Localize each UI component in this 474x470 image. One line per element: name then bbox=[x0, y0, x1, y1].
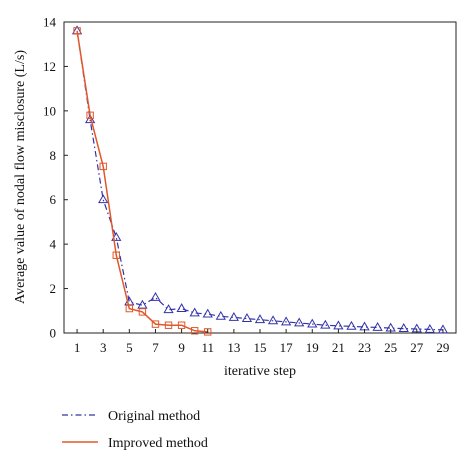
x-tick-label: 11 bbox=[201, 340, 214, 355]
data-point-original-method bbox=[176, 303, 187, 312]
y-tick-label: 2 bbox=[50, 281, 57, 296]
x-tick-label: 23 bbox=[358, 340, 371, 355]
data-point-original-method bbox=[333, 320, 344, 330]
x-tick-label: 15 bbox=[254, 340, 267, 355]
data-point-original-method bbox=[346, 320, 357, 330]
x-tick-label: 29 bbox=[436, 340, 449, 355]
data-point-original-method bbox=[307, 318, 318, 328]
data-point-improved-method bbox=[204, 328, 212, 336]
data-point-original-method bbox=[294, 317, 305, 327]
y-tick-label: 12 bbox=[43, 59, 56, 74]
y-tick-label: 10 bbox=[43, 103, 56, 118]
data-point-improved-method bbox=[177, 321, 186, 329]
x-tick-label: 27 bbox=[410, 340, 424, 355]
plot-area bbox=[71, 25, 449, 336]
data-point-improved-method bbox=[138, 308, 147, 316]
data-point-original-method bbox=[202, 308, 213, 318]
y-tick-label: 0 bbox=[50, 326, 57, 341]
data-point-original-method bbox=[163, 304, 174, 314]
data-point-original-method bbox=[137, 299, 148, 309]
data-point-original-method bbox=[424, 323, 436, 333]
data-point-original-method bbox=[359, 321, 370, 331]
data-point-improved-method bbox=[86, 111, 94, 119]
x-axis-title: iterative step bbox=[224, 364, 296, 379]
y-tick-label: 8 bbox=[50, 148, 57, 163]
data-point-original-method bbox=[320, 319, 331, 329]
data-point-original-method bbox=[398, 323, 409, 332]
data-point-original-method bbox=[280, 316, 292, 326]
x-tick-label: 13 bbox=[227, 340, 240, 355]
data-point-original-method bbox=[254, 314, 266, 324]
x-tick-label: 5 bbox=[126, 340, 133, 355]
series-line-improved-method bbox=[76, 30, 208, 333]
y-tick-label: 4 bbox=[50, 237, 57, 252]
data-point-original-method bbox=[150, 291, 161, 301]
data-point-original-method bbox=[189, 307, 200, 317]
data-point-original-method bbox=[372, 321, 383, 331]
plot-frame bbox=[63, 21, 457, 334]
data-point-improved-method bbox=[151, 320, 160, 328]
y-tick-label: 14 bbox=[43, 15, 57, 30]
x-tick-label: 19 bbox=[306, 340, 319, 355]
data-point-improved-method bbox=[112, 251, 120, 259]
data-point-original-method bbox=[215, 310, 226, 320]
x-tick-label: 1 bbox=[74, 340, 81, 355]
data-point-improved-method bbox=[73, 27, 81, 35]
x-tick-label: 9 bbox=[178, 340, 185, 355]
legend-label-improved: Improved method bbox=[108, 436, 208, 451]
x-tick-label: 7 bbox=[152, 340, 159, 355]
data-point-improved-method bbox=[164, 321, 173, 329]
data-point-original-method bbox=[228, 311, 240, 321]
legend: Original method Improved method bbox=[62, 409, 208, 451]
x-tick-label: 17 bbox=[280, 340, 294, 355]
legend-label-original: Original method bbox=[108, 409, 200, 424]
series-line-original-method bbox=[76, 30, 443, 331]
data-point-original-method bbox=[241, 313, 253, 322]
data-point-original-method bbox=[98, 194, 109, 204]
y-tick-label: 6 bbox=[50, 192, 57, 207]
data-point-improved-method bbox=[99, 162, 107, 171]
x-tick-label: 21 bbox=[332, 340, 345, 355]
data-point-original-method bbox=[267, 315, 279, 325]
x-tick-label: 25 bbox=[384, 340, 397, 355]
data-point-improved-method bbox=[125, 304, 134, 313]
data-point-improved-method bbox=[190, 327, 199, 335]
x-tick-label: 3 bbox=[100, 340, 107, 355]
y-axis-title: Average value of nodal flow misclosure (… bbox=[13, 50, 28, 304]
